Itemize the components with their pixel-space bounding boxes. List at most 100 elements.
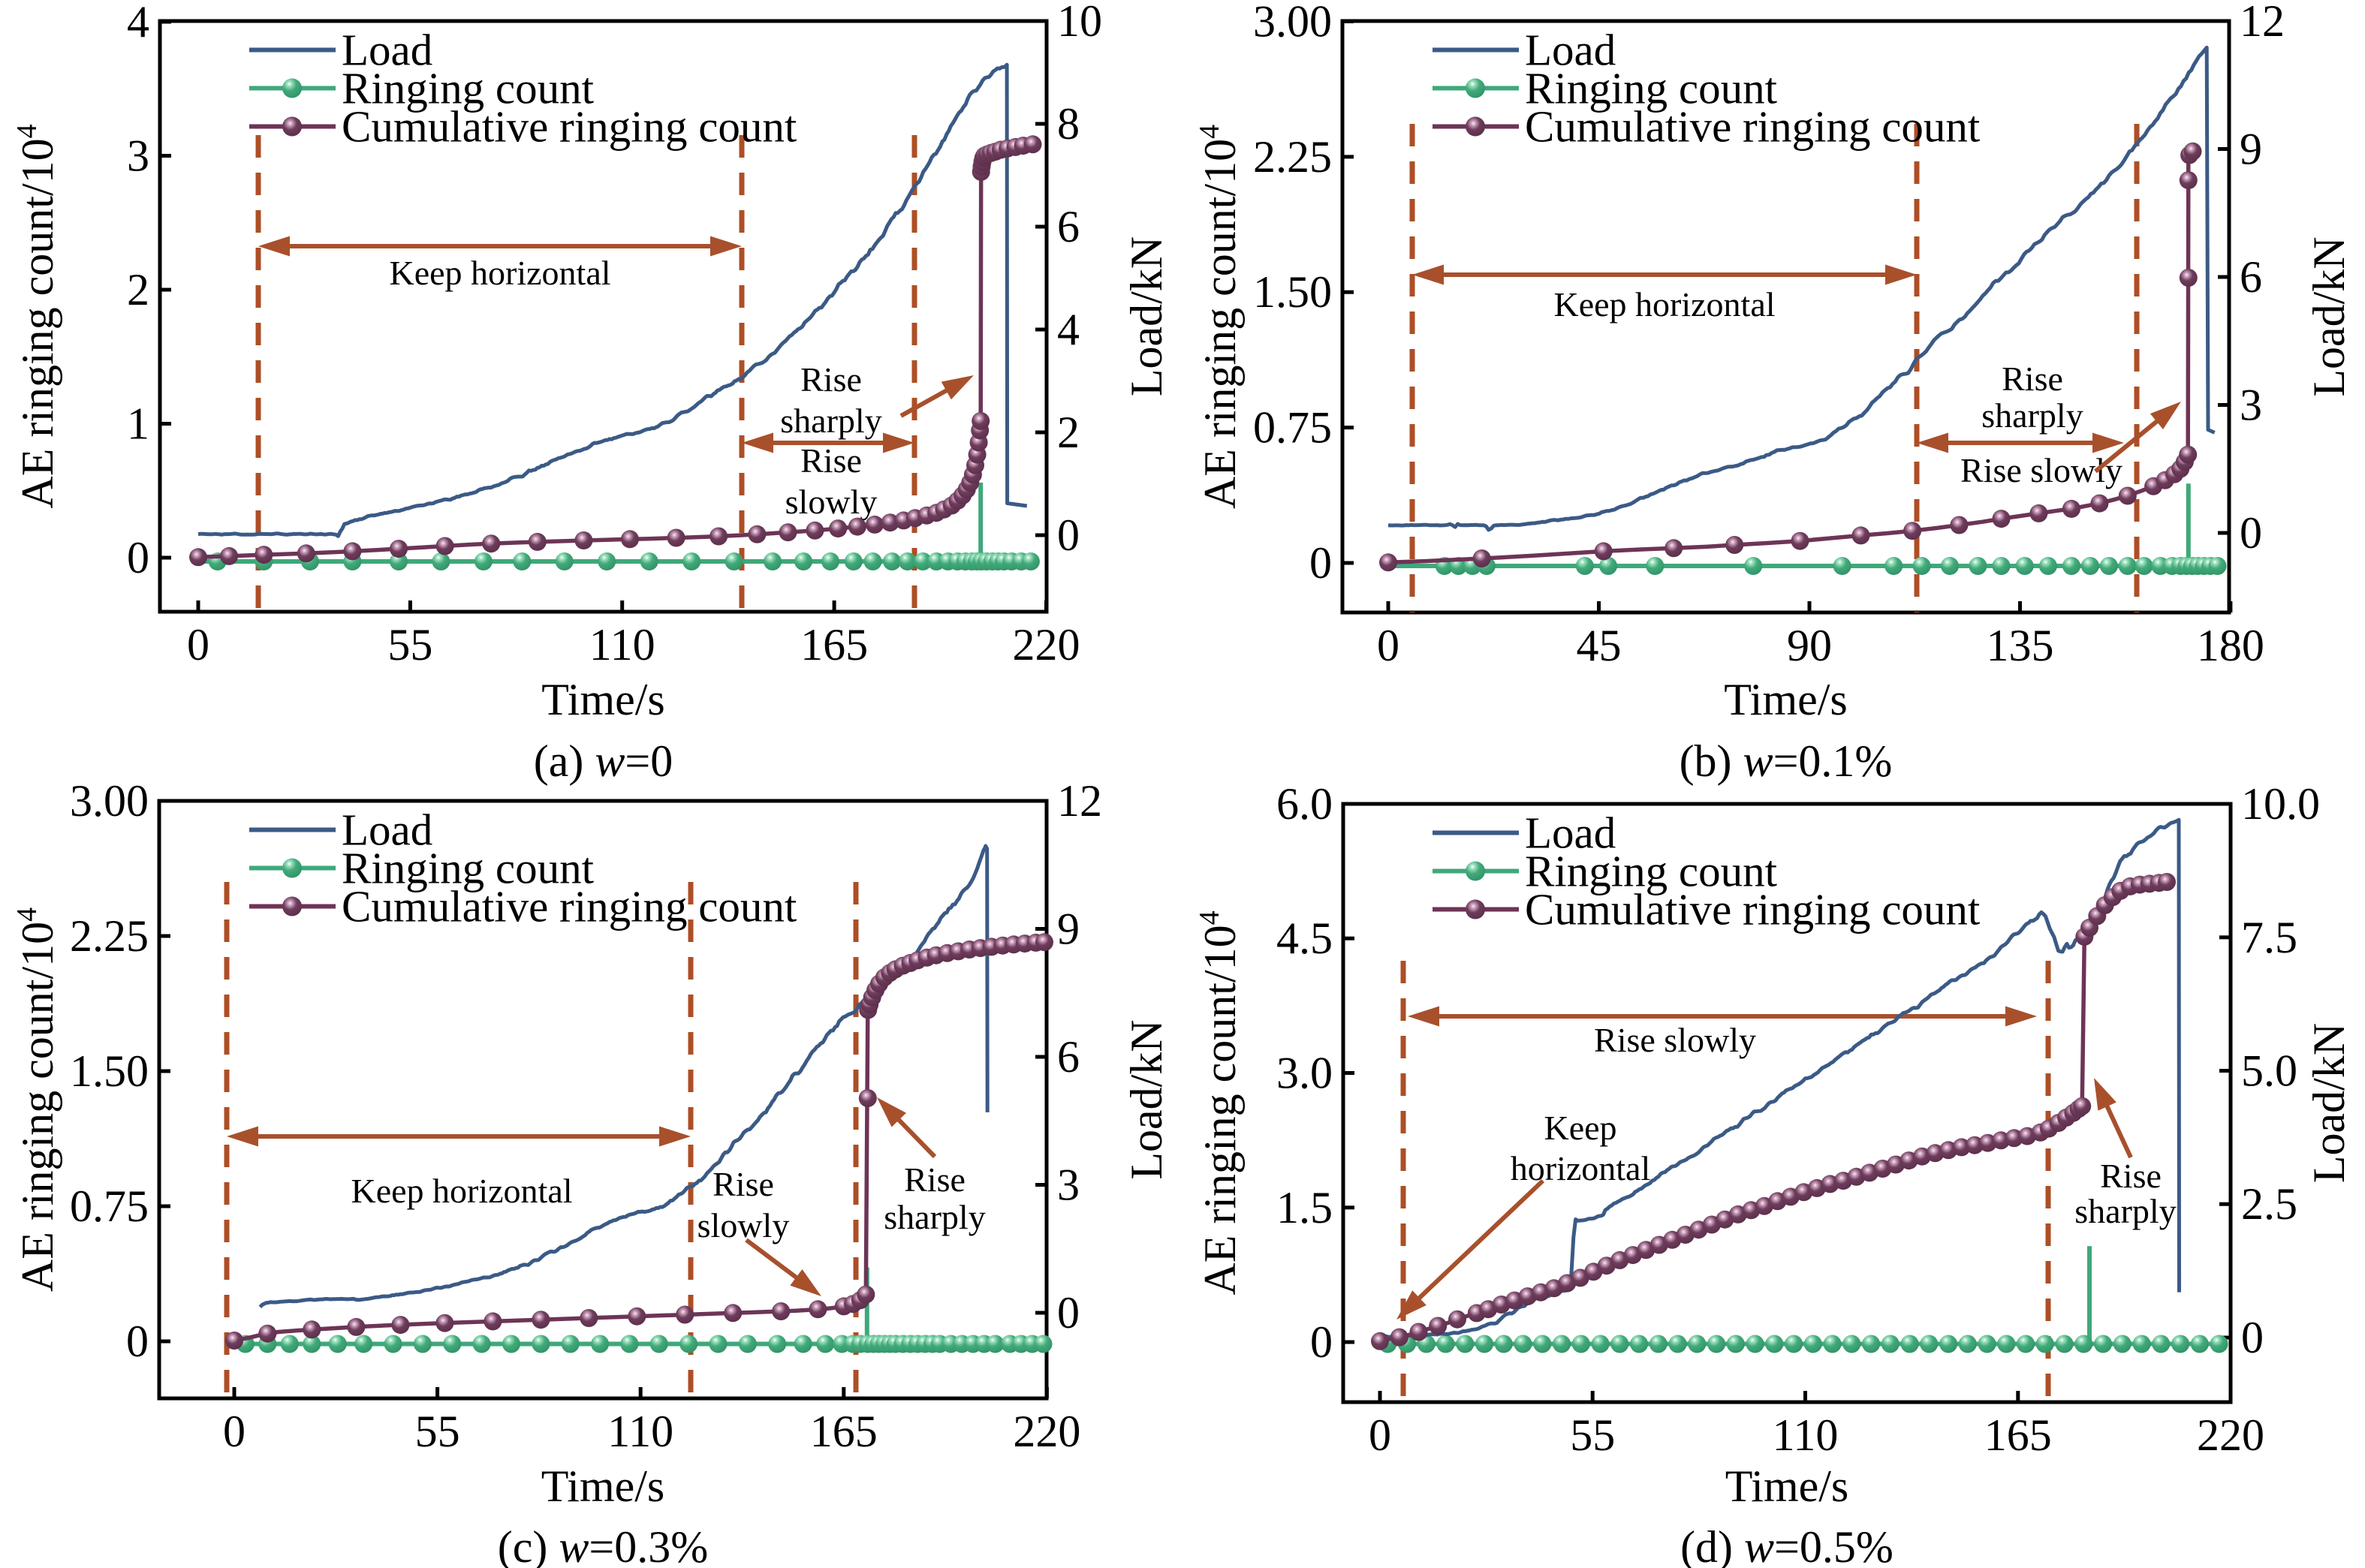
svg-text:0.75: 0.75 <box>70 1181 149 1231</box>
svg-text:4: 4 <box>1057 305 1080 354</box>
svg-text:2.25: 2.25 <box>70 911 149 961</box>
svg-text:5.0: 5.0 <box>2241 1046 2297 1096</box>
svg-text:Load/kN: Load/kN <box>1122 236 1171 396</box>
svg-text:Rise: Rise <box>800 360 862 399</box>
svg-text:0: 0 <box>1057 1288 1080 1338</box>
svg-text:110: 110 <box>607 1407 673 1456</box>
svg-text:10.0: 10.0 <box>2241 779 2320 829</box>
svg-text:Cumulative ringing count: Cumulative ringing count <box>342 882 797 931</box>
svg-text:Load: Load <box>342 26 432 75</box>
svg-text:0: 0 <box>1057 510 1080 560</box>
svg-text:55: 55 <box>387 620 432 670</box>
svg-text:Ringing count: Ringing count <box>342 844 595 893</box>
svg-text:6: 6 <box>2240 252 2262 302</box>
svg-text:0: 0 <box>2240 508 2262 558</box>
svg-text:12: 12 <box>2240 0 2285 46</box>
svg-text:165: 165 <box>1984 1410 2052 1460</box>
svg-text:slowly: slowly <box>785 483 878 521</box>
svg-text:Rise: Rise <box>713 1165 774 1203</box>
svg-text:0: 0 <box>1377 621 1399 670</box>
svg-text:7.5: 7.5 <box>2241 913 2297 962</box>
svg-text:Load: Load <box>1525 26 1616 75</box>
svg-text:3.00: 3.00 <box>1253 0 1332 47</box>
svg-text:Load: Load <box>1525 808 1616 858</box>
svg-text:0: 0 <box>187 620 209 670</box>
svg-text:Load: Load <box>342 805 432 855</box>
svg-text:horizontal: horizontal <box>1511 1149 1651 1187</box>
svg-text:Load/kN: Load/kN <box>1122 1019 1171 1179</box>
svg-text:sharply: sharply <box>780 402 881 440</box>
svg-text:Time/s: Time/s <box>541 1461 665 1511</box>
svg-text:6: 6 <box>1057 1032 1080 1082</box>
svg-text:Ringing count: Ringing count <box>1525 847 1778 896</box>
svg-text:Keep horizontal: Keep horizontal <box>351 1172 572 1210</box>
svg-text:Load/kN: Load/kN <box>2304 1023 2354 1183</box>
svg-text:165: 165 <box>800 620 868 670</box>
svg-text:0: 0 <box>127 533 149 582</box>
svg-text:180: 180 <box>2197 621 2264 670</box>
svg-text:6: 6 <box>1057 202 1080 251</box>
svg-text:Time/s: Time/s <box>1725 1461 1849 1511</box>
svg-text:2: 2 <box>127 265 149 315</box>
svg-text:Cumulative ringing count: Cumulative ringing count <box>1525 885 1981 934</box>
svg-text:Load/kN: Load/kN <box>2304 236 2354 396</box>
svg-text:3: 3 <box>2240 381 2262 430</box>
svg-text:1: 1 <box>127 399 149 449</box>
svg-text:8: 8 <box>1057 99 1080 149</box>
svg-text:0: 0 <box>126 1317 149 1366</box>
svg-text:3: 3 <box>127 131 149 181</box>
svg-text:Rise: Rise <box>2002 360 2063 398</box>
svg-text:Rise: Rise <box>2100 1157 2162 1195</box>
svg-text:3: 3 <box>1057 1160 1080 1210</box>
svg-text:Keep: Keep <box>1544 1109 1616 1147</box>
svg-text:Keep horizontal: Keep horizontal <box>1553 285 1775 324</box>
svg-text:55: 55 <box>415 1407 460 1456</box>
svg-text:220: 220 <box>1013 1407 1080 1456</box>
svg-text:9: 9 <box>2240 125 2262 174</box>
svg-text:10: 10 <box>1057 0 1102 46</box>
svg-text:2.25: 2.25 <box>1253 132 1332 182</box>
svg-text:0: 0 <box>1310 1317 1333 1367</box>
svg-text:3.0: 3.0 <box>1276 1049 1333 1098</box>
svg-text:Cumulative ringing count: Cumulative ringing count <box>1525 102 1981 152</box>
svg-text:0: 0 <box>1309 538 1332 588</box>
svg-text:(c) w=0.3%: (c) w=0.3% <box>498 1522 708 1568</box>
svg-text:AE ringing count/104: AE ringing count/104 <box>1194 910 1245 1295</box>
svg-text:0: 0 <box>223 1407 246 1456</box>
svg-text:135: 135 <box>1987 621 2054 670</box>
svg-text:Time/s: Time/s <box>1724 675 1848 724</box>
svg-text:1.5: 1.5 <box>1276 1183 1333 1232</box>
svg-text:3.00: 3.00 <box>70 776 149 826</box>
svg-text:1.50: 1.50 <box>70 1046 149 1096</box>
svg-text:AE ringing count/104: AE ringing count/104 <box>1194 125 1245 509</box>
svg-text:55: 55 <box>1570 1410 1615 1460</box>
svg-text:12: 12 <box>1057 776 1102 826</box>
svg-text:0.75: 0.75 <box>1253 403 1332 453</box>
svg-text:2.5: 2.5 <box>2241 1179 2297 1229</box>
svg-text:110: 110 <box>589 620 655 670</box>
svg-text:sharply: sharply <box>1981 396 2083 435</box>
svg-text:45: 45 <box>1577 621 1622 670</box>
svg-text:4.5: 4.5 <box>1276 913 1333 963</box>
svg-text:AE ringing count/104: AE ringing count/104 <box>11 907 62 1292</box>
svg-text:9: 9 <box>1057 904 1080 954</box>
svg-text:sharply: sharply <box>884 1198 985 1236</box>
svg-text:6.0: 6.0 <box>1276 779 1333 829</box>
svg-text:4: 4 <box>127 0 149 47</box>
svg-text:Rise slowly: Rise slowly <box>1594 1021 1756 1059</box>
svg-text:Rise: Rise <box>800 441 862 480</box>
svg-text:0: 0 <box>1369 1410 1391 1460</box>
svg-text:Cumulative ringing count: Cumulative ringing count <box>342 102 797 152</box>
svg-text:(d) w=0.5%: (d) w=0.5% <box>1680 1522 1894 1568</box>
svg-text:0: 0 <box>2241 1313 2264 1362</box>
svg-text:Ringing count: Ringing count <box>342 64 595 113</box>
svg-text:220: 220 <box>2197 1410 2264 1460</box>
svg-text:(a) w=0: (a) w=0 <box>534 736 673 786</box>
svg-text:220: 220 <box>1013 620 1080 670</box>
svg-text:AE ringing count/104: AE ringing count/104 <box>11 124 62 508</box>
svg-text:1.50: 1.50 <box>1253 267 1332 317</box>
svg-text:sharply: sharply <box>2074 1192 2176 1230</box>
svg-text:Keep horizontal: Keep horizontal <box>389 254 610 292</box>
svg-text:Ringing count: Ringing count <box>1525 64 1778 113</box>
svg-text:Rise: Rise <box>904 1160 966 1199</box>
